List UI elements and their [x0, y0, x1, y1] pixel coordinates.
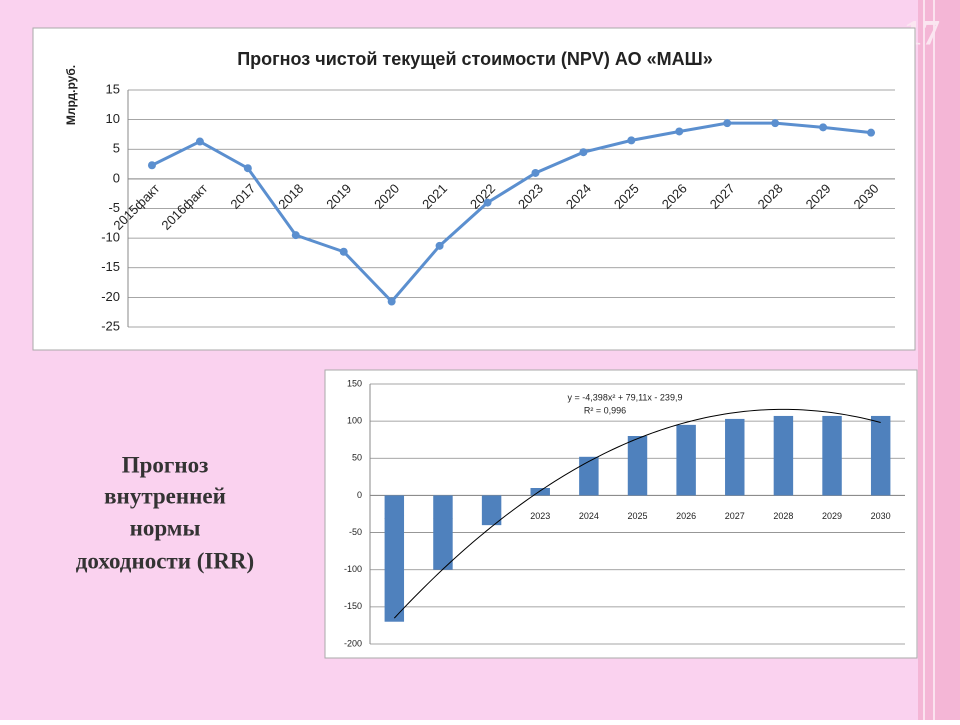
- marker: [387, 297, 396, 306]
- y-tick-label: -100: [344, 564, 362, 574]
- caption-line: нормы: [130, 515, 201, 540]
- marker: [867, 128, 876, 137]
- x-tick-label: 2027: [725, 511, 745, 521]
- x-tick-label: 2030: [871, 511, 891, 521]
- marker: [435, 241, 444, 250]
- y-tick-label: -50: [349, 527, 362, 537]
- caption: Прогноз внутренней нормы доходности (IRR…: [76, 452, 254, 573]
- y-tick-label: -200: [344, 638, 362, 648]
- y-tick-label: 100: [347, 416, 362, 426]
- y-tick-label: -10: [101, 230, 120, 245]
- caption-line: внутренней: [104, 483, 226, 508]
- x-tick-label: 2025: [627, 511, 647, 521]
- y-tick-label: 15: [106, 81, 120, 96]
- trendline-r2: R² = 0,996: [584, 405, 626, 415]
- bar: [773, 415, 794, 496]
- y-tick-label: -25: [101, 318, 120, 333]
- y-tick-label: 10: [106, 111, 120, 126]
- bar: [433, 495, 453, 570]
- bar: [627, 436, 648, 496]
- caption-line: доходности (IRR): [76, 548, 254, 573]
- marker: [147, 161, 156, 170]
- bar: [725, 418, 745, 496]
- y-tick-label: -15: [101, 259, 120, 274]
- marker: [723, 119, 732, 128]
- y-axis-label: Млрд.руб.: [64, 65, 78, 125]
- marker: [819, 123, 828, 132]
- chart-frame: [32, 27, 916, 351]
- y-tick-label: 0: [113, 170, 120, 185]
- x-tick-label: 2028: [773, 511, 793, 521]
- x-tick-label: 2029: [822, 511, 842, 521]
- bar: [870, 415, 891, 496]
- trendline: [393, 408, 881, 619]
- y-tick-label: 0: [357, 490, 362, 500]
- x-tick-label: 2023: [530, 511, 550, 521]
- y-tick-label: 5: [113, 141, 120, 156]
- y-tick-label: -150: [344, 601, 362, 611]
- bar: [481, 495, 502, 526]
- marker: [291, 231, 300, 240]
- trendline-equation: y = -4,398x² + 79,11x - 239,9: [568, 392, 683, 402]
- marker: [243, 164, 252, 173]
- y-tick-label: 50: [352, 453, 362, 463]
- marker: [531, 168, 540, 177]
- bar: [822, 415, 842, 496]
- y-tick-label: -5: [108, 200, 120, 215]
- bar: [384, 495, 405, 622]
- y-tick-label: -20: [101, 289, 120, 304]
- marker: [627, 136, 636, 145]
- caption-line: Прогноз: [122, 452, 209, 477]
- x-tick-label: 2026: [676, 511, 696, 521]
- bar: [676, 424, 696, 496]
- marker: [195, 137, 204, 146]
- bar: [530, 488, 550, 496]
- y-tick-label: 150: [347, 378, 362, 388]
- marker: [579, 148, 588, 157]
- marker: [339, 247, 348, 256]
- marker: [483, 198, 492, 207]
- bar: [579, 456, 599, 496]
- marker: [771, 119, 780, 128]
- marker: [675, 127, 684, 136]
- line: [151, 121, 872, 304]
- x-tick-label: 2024: [579, 511, 599, 521]
- chart-title: Прогноз чистой текущей стоимости (NPV) А…: [237, 49, 713, 69]
- chart-frame: [324, 369, 918, 659]
